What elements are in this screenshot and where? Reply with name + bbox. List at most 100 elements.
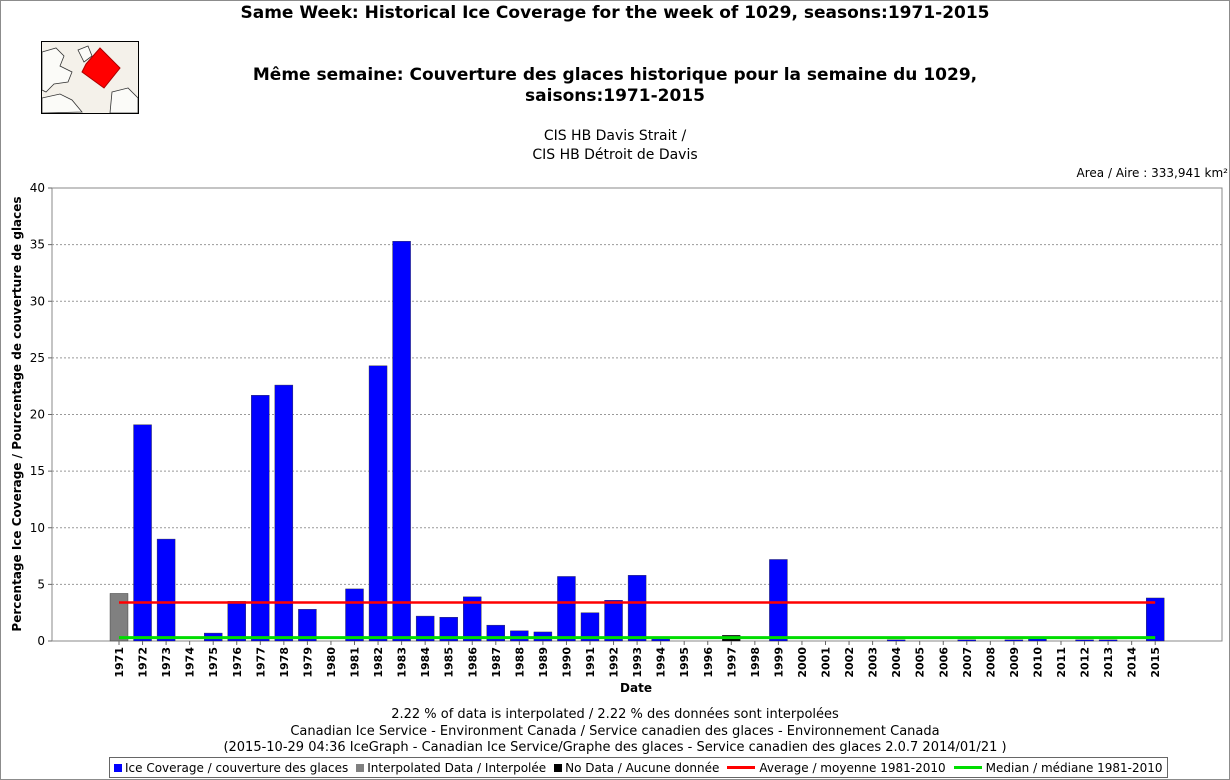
x-tick-label: 2011 — [1055, 647, 1068, 678]
y-tick-label: 25 — [30, 351, 45, 365]
x-tick-label: 2008 — [984, 647, 997, 678]
legend-label-nodata: No Data / Aucune donnée — [565, 760, 720, 775]
legend-item-nodata: No Data / Aucune donnée — [554, 761, 719, 775]
area-label: Area / Aire : 333,941 km² — [1076, 166, 1228, 180]
bar-1976 — [227, 601, 246, 642]
x-axis-label: Date — [620, 681, 652, 695]
x-tick-label: 1976 — [231, 647, 244, 678]
legend-label-ice: Ice Coverage / couverture des glaces — [125, 760, 349, 775]
legend-swatch-nodata — [554, 763, 563, 772]
y-tick-label: 35 — [30, 238, 45, 252]
bar-chart: 0 5 10 15 20 25 30 35 40 1971 1972 1973 1974 1975 197… — [10, 181, 1223, 695]
x-tick-label: 1991 — [584, 647, 597, 678]
x-tick-label: 1993 — [631, 647, 644, 678]
x-tick-label: 1996 — [702, 647, 715, 678]
chart-title-fr: Même semaine: Couverture des glaces hist… — [252, 65, 978, 106]
x-tick-label: 1988 — [513, 647, 526, 678]
x-tick-label: 1985 — [443, 647, 456, 678]
legend-item-ice: Ice Coverage / couverture des glaces — [114, 761, 348, 775]
x-tick-label: 1980 — [325, 647, 338, 678]
region-name-fr: CIS HB Détroit de Davis — [532, 147, 698, 163]
x-tick-label: 2000 — [796, 647, 809, 678]
x-tick-label: 2002 — [843, 647, 856, 678]
x-tick-label: 2005 — [914, 647, 927, 678]
x-tick-label: 1984 — [419, 647, 432, 678]
x-tick-label: 1986 — [466, 647, 479, 678]
legend-swatch-median — [953, 766, 982, 769]
bar-1982 — [368, 365, 388, 642]
y-tick-label: 15 — [30, 464, 45, 478]
x-tick-label: 1979 — [301, 647, 314, 678]
x-tick-label: 2006 — [937, 647, 950, 678]
x-tick-label: 1972 — [137, 647, 150, 678]
version-line: (2015-10-29 04:36 IceGraph - Canadian Ic… — [223, 740, 1007, 755]
x-tick-label: 2014 — [1126, 647, 1139, 678]
bar-1977 — [251, 395, 270, 642]
bar-2013 — [1098, 639, 1118, 642]
x-tick-label: 2010 — [1031, 647, 1044, 678]
x-tick-label: 2012 — [1079, 647, 1092, 678]
legend-item-interpolated: Interpolated Data / Interpolée — [356, 761, 546, 775]
x-tick-label: 2015 — [1149, 647, 1162, 678]
y-tick-label: 30 — [30, 294, 45, 308]
x-tick-label: 2013 — [1102, 647, 1115, 678]
bar-1993 — [627, 575, 647, 642]
y-axis-label: Percentage Ice Coverage / Pourcentage de… — [10, 196, 24, 631]
x-tick-label: 1974 — [184, 647, 197, 678]
x-tick-label: 1981 — [349, 647, 362, 678]
region-map-thumbnail — [41, 41, 139, 114]
legend-label-interpolated: Interpolated Data / Interpolée — [367, 760, 547, 775]
bar-2004 — [886, 639, 906, 642]
x-tick-label: 1989 — [537, 647, 550, 678]
bar-2012 — [1075, 639, 1094, 642]
bar-1999 — [769, 559, 788, 642]
y-tick-label: 10 — [30, 521, 45, 535]
x-tick-label: 1995 — [678, 647, 691, 678]
bar-1981 — [345, 588, 364, 642]
legend-swatch-interpolated — [356, 763, 365, 772]
x-tick-label: 1990 — [560, 647, 573, 678]
x-tick-label: 1975 — [207, 647, 220, 678]
credit-line: Canadian Ice Service - Environment Canad… — [290, 724, 940, 739]
bar-1992 — [604, 600, 623, 642]
bar-1971 — [109, 593, 129, 642]
x-tick-label: 1977 — [254, 647, 267, 678]
bar-2015 — [1145, 597, 1165, 642]
bar-1990 — [557, 576, 576, 642]
legend-item-average: Average / moyenne 1981-2010 — [727, 760, 946, 775]
bar-1988 — [510, 630, 529, 642]
legend-label-median: Median / médiane 1981-2010 — [985, 760, 1163, 775]
x-tick-label: 1999 — [772, 647, 785, 678]
x-tick-label: 1973 — [160, 647, 173, 678]
bar-1973 — [156, 538, 176, 642]
bar-2009 — [1004, 639, 1024, 642]
y-tick-label: 5 — [37, 577, 45, 591]
x-tick-label: 1971 — [113, 647, 126, 678]
y-tick-label: 0 — [37, 634, 45, 648]
legend-swatch-ice — [114, 763, 122, 772]
x-tick-label: 1982 — [372, 647, 385, 678]
x-tick-label: 1978 — [278, 647, 291, 678]
legend-label-average: Average / moyenne 1981-2010 — [759, 760, 946, 775]
x-tick-label: 2007 — [961, 647, 974, 678]
x-tick-label: 1987 — [490, 647, 503, 678]
x-tick-label: 1997 — [725, 647, 738, 678]
bar-2007 — [957, 639, 976, 642]
region-name-en: CIS HB Davis Strait / — [543, 128, 687, 144]
chart-legend: Ice Coverage / couverture des glaces Int… — [109, 757, 1168, 778]
interpolation-note: 2.22 % of data is interpolated / 2.22 % … — [391, 707, 839, 722]
legend-item-median: Median / médiane 1981-2010 — [953, 760, 1163, 775]
chart-subtitle: CIS HB Davis Strait / CIS HB Détroit de … — [330, 127, 900, 165]
x-tick-label: 2003 — [867, 647, 880, 678]
x-tick-label: 1992 — [608, 647, 621, 678]
x-tick-label: 1998 — [749, 647, 762, 678]
y-tick-label: 40 — [30, 181, 45, 195]
x-tick-label: 1994 — [655, 647, 668, 678]
bar-1983 — [392, 241, 411, 642]
legend-swatch-average — [727, 766, 756, 769]
y-tick-label: 20 — [30, 408, 45, 422]
chart-title-en: Same Week: Historical Ice Coverage for t… — [240, 3, 990, 23]
x-tick-label: 1983 — [396, 647, 409, 678]
x-tick-label: 2009 — [1008, 647, 1021, 678]
x-tick-label: 2004 — [890, 647, 903, 678]
